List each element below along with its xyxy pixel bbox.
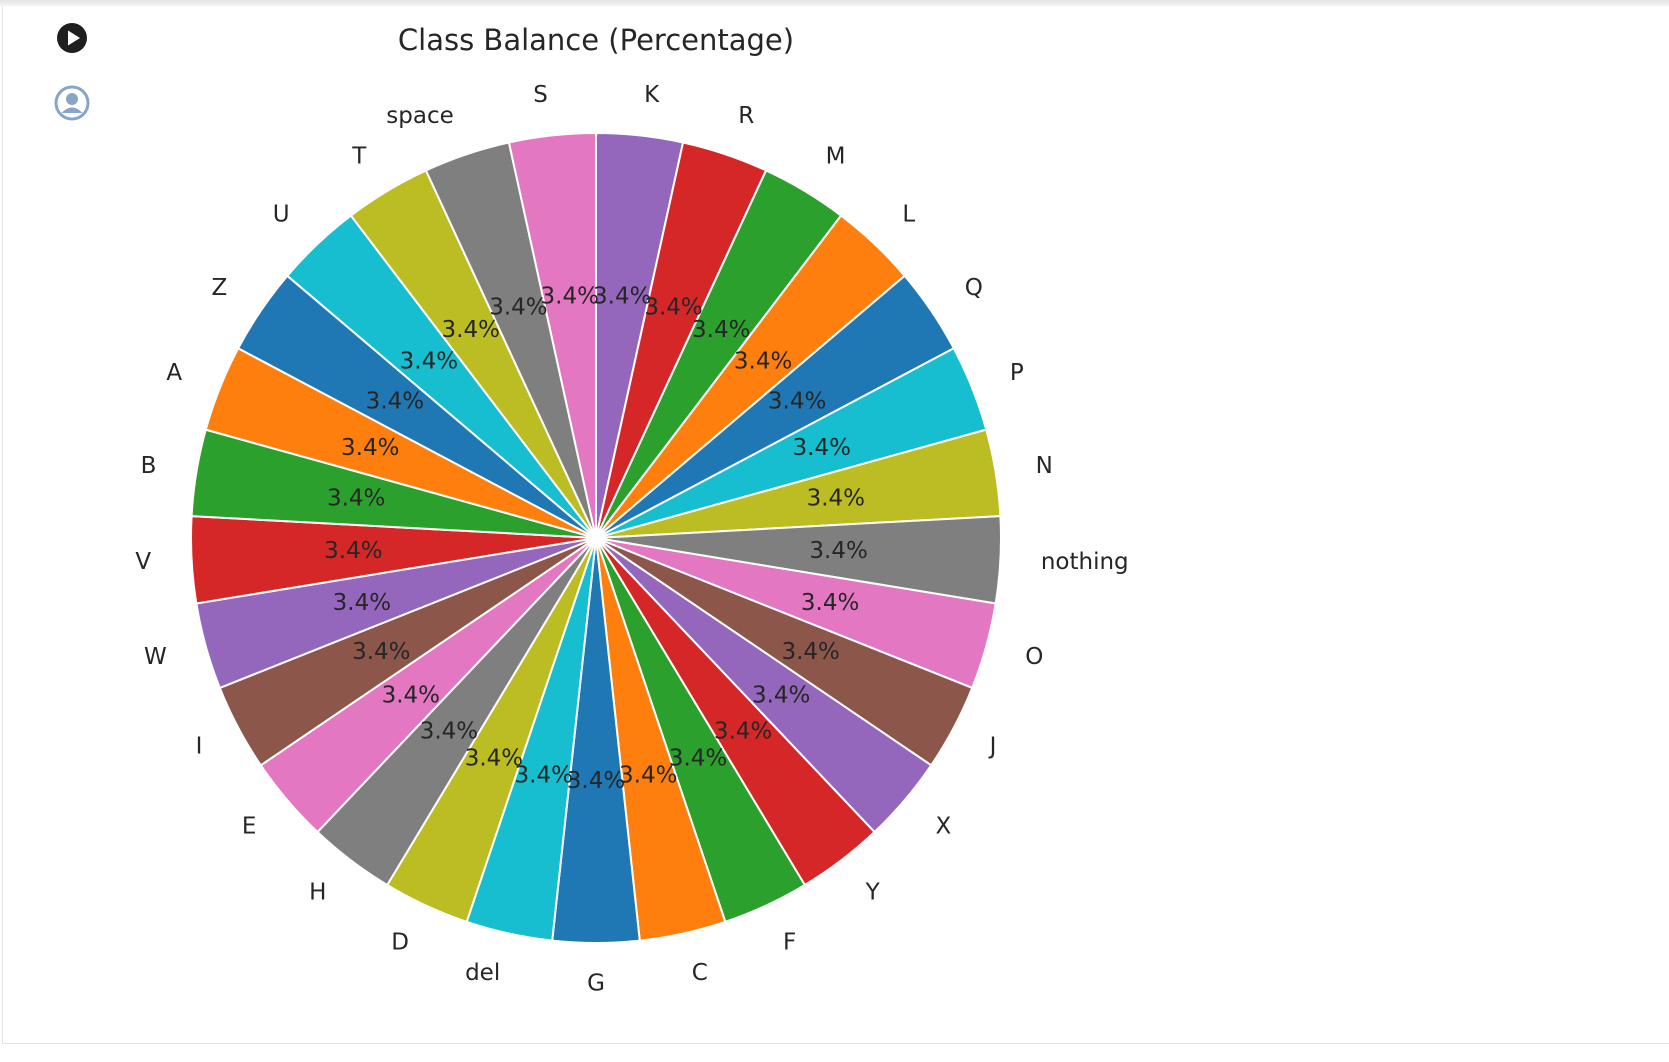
- percent-label-e: 3.4%: [382, 682, 440, 708]
- percent-label-z: 3.4%: [366, 389, 424, 415]
- run-button[interactable]: [56, 22, 88, 58]
- category-label-y: Y: [865, 880, 881, 906]
- output-cell-frame: [2, 6, 1669, 1044]
- category-label-h: H: [309, 880, 326, 906]
- category-label-b: B: [141, 453, 157, 479]
- percent-label-o: 3.4%: [801, 590, 859, 616]
- percent-label-nothing: 3.4%: [809, 538, 867, 564]
- category-label-x: X: [936, 813, 952, 839]
- percent-label-q: 3.4%: [768, 389, 826, 415]
- percent-label-i: 3.4%: [352, 639, 410, 665]
- category-label-o: O: [1025, 644, 1043, 670]
- category-label-a: A: [166, 360, 182, 386]
- percent-label-n: 3.4%: [807, 486, 865, 512]
- category-label-n: N: [1036, 453, 1053, 479]
- category-label-v: V: [135, 549, 151, 575]
- category-label-space: space: [386, 103, 453, 129]
- percent-label-p: 3.4%: [793, 435, 851, 461]
- category-label-nothing: nothing: [1041, 549, 1129, 575]
- percent-label-y: 3.4%: [714, 718, 772, 744]
- pie-slice-s: [507, 132, 597, 539]
- percent-label-k: 3.4%: [593, 283, 651, 309]
- percent-label-t: 3.4%: [442, 317, 500, 343]
- category-label-u: U: [273, 202, 290, 228]
- percent-label-space: 3.4%: [489, 295, 547, 321]
- percent-label-del: 3.4%: [515, 762, 573, 788]
- percent-label-j: 3.4%: [781, 639, 839, 665]
- percent-label-r: 3.4%: [644, 295, 702, 321]
- percent-label-l: 3.4%: [734, 349, 792, 375]
- percent-label-h: 3.4%: [420, 718, 478, 744]
- category-label-w: W: [144, 644, 167, 670]
- category-label-p: P: [1010, 360, 1024, 386]
- user-button[interactable]: [54, 85, 90, 121]
- percent-label-d: 3.4%: [465, 746, 523, 772]
- percent-label-f: 3.4%: [669, 746, 727, 772]
- percent-label-s: 3.4%: [541, 283, 599, 309]
- percent-label-v: 3.4%: [324, 538, 382, 564]
- category-label-z: Z: [211, 275, 227, 301]
- category-label-l: L: [902, 202, 915, 228]
- category-label-f: F: [783, 929, 796, 955]
- category-label-r: R: [738, 103, 754, 129]
- category-label-s: S: [533, 82, 548, 108]
- pie-labels: 3.4% K 3.4% R 3.4% M 3.4% L 3.4% Q 3.4% P 3.4% N 3.4% n…: [135, 82, 1128, 996]
- category-label-j: J: [988, 734, 997, 760]
- percent-label-m: 3.4%: [692, 317, 750, 343]
- category-label-c: C: [692, 960, 708, 986]
- category-label-g: G: [587, 971, 605, 997]
- percent-label-w: 3.4%: [333, 590, 391, 616]
- chart-title: Class Balance (Percentage): [398, 23, 794, 57]
- category-label-e: E: [242, 813, 257, 839]
- category-label-k: K: [644, 82, 660, 108]
- category-label-del: del: [465, 960, 500, 986]
- category-label-t: T: [351, 143, 367, 169]
- category-label-m: M: [826, 143, 846, 169]
- user-circle-icon: [54, 85, 90, 125]
- percent-label-u: 3.4%: [400, 349, 458, 375]
- pie-slices: [190, 132, 1002, 944]
- category-label-q: Q: [965, 275, 983, 301]
- percent-label-a: 3.4%: [341, 435, 399, 461]
- category-label-i: I: [196, 734, 203, 760]
- play-circle-icon: [56, 22, 88, 58]
- category-label-d: D: [391, 929, 409, 955]
- cell-top-border: [0, 0, 1669, 6]
- percent-label-g: 3.4%: [567, 768, 625, 794]
- percent-label-x: 3.4%: [752, 682, 810, 708]
- percent-label-c: 3.4%: [619, 762, 677, 788]
- percent-label-b: 3.4%: [327, 486, 385, 512]
